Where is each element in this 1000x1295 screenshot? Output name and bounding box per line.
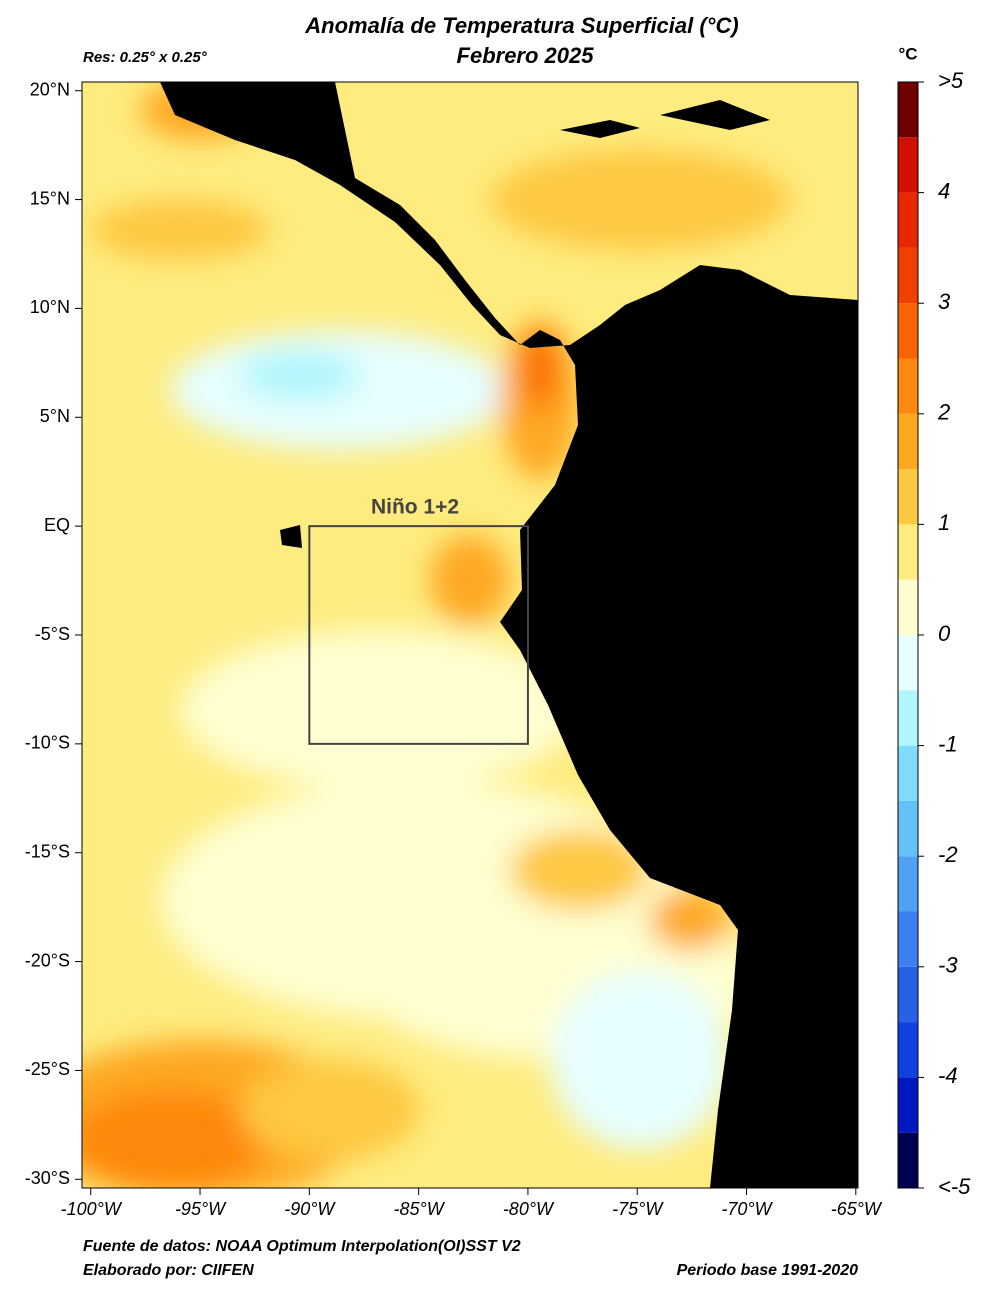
colorbar-label: 1 <box>938 510 950 535</box>
colorbar-swatch <box>898 413 918 470</box>
colorbar-label: >5 <box>938 68 964 93</box>
y-tick-label: EQ <box>44 515 70 535</box>
colorbar-swatch <box>898 247 918 304</box>
colorbar-swatch <box>898 1132 918 1188</box>
colorbar-swatch <box>898 358 918 414</box>
colorbar-swatch <box>898 1022 918 1078</box>
colorbar-label: -2 <box>938 842 958 867</box>
y-tick-label: 5°N <box>40 406 70 426</box>
credit: Elaborado por: CIIFEN <box>83 1262 254 1279</box>
colorbar-label: 2 <box>937 400 950 425</box>
y-tick-label: 20°N <box>30 79 70 99</box>
x-tick-label: -65°W <box>831 1199 883 1219</box>
x-tick-label: -85°W <box>394 1199 446 1219</box>
colorbar-swatch <box>898 800 918 857</box>
colorbar-label: 3 <box>938 289 951 314</box>
x-tick-label: -90°W <box>284 1199 336 1219</box>
anomaly-shading <box>82 82 790 1188</box>
colorbar-label: 4 <box>938 178 950 203</box>
colorbar-swatch <box>898 82 918 138</box>
colorbar-swatch <box>898 303 918 359</box>
colorbar-swatch <box>898 192 918 248</box>
colorbar-label: -1 <box>938 731 958 756</box>
resolution: Res: 0.25° x 0.25° <box>83 49 208 66</box>
y-tick-label: -10°S <box>25 733 70 753</box>
base-period: Periodo base 1991-2020 <box>677 1262 859 1279</box>
region-label: Niño 1+2 <box>371 496 459 519</box>
colorbar-swatch <box>898 469 918 525</box>
y-tick-label: -20°S <box>25 950 70 970</box>
colorbar-swatch <box>898 690 918 746</box>
colorbar-label: -3 <box>938 953 958 978</box>
colorbar-swatch <box>898 635 918 691</box>
title: Anomalía de Temperatura Superficial (°C) <box>304 13 738 38</box>
colorbar-swatch <box>898 1077 918 1133</box>
colorbar-swatch <box>898 856 918 912</box>
subtitle: Febrero 2025 <box>457 43 595 68</box>
colorbar-label: <-5 <box>938 1174 971 1199</box>
x-tick-label: -80°W <box>503 1199 555 1219</box>
y-tick-label: 10°N <box>30 297 70 317</box>
colorbar-swatch <box>898 745 918 801</box>
colorbar-swatch <box>898 966 918 1023</box>
y-tick-label: 15°N <box>30 188 70 208</box>
colorbar-label: -4 <box>938 1063 958 1088</box>
x-tick-label: -100°W <box>61 1199 123 1219</box>
land <box>82 82 858 1188</box>
region-box <box>308 525 529 745</box>
colorbar-swatch <box>898 524 918 580</box>
colorbar-unit: °C <box>898 44 917 63</box>
y-tick-label: -25°S <box>25 1059 70 1079</box>
y-tick-label: -15°S <box>25 841 70 861</box>
x-tick-label: -70°W <box>721 1199 773 1219</box>
y-tick-label: -30°S <box>25 1168 70 1188</box>
colorbar-swatch <box>898 137 918 193</box>
x-tick-label: -75°W <box>612 1199 664 1219</box>
colorbar-swatch <box>898 579 918 635</box>
source: Fuente de datos: NOAA Optimum Interpolat… <box>83 1238 521 1255</box>
map-field <box>82 82 858 1188</box>
y-tick-label: -5°S <box>35 624 70 644</box>
x-tick-label: -95°W <box>175 1199 227 1219</box>
colorbar-swatch <box>898 911 918 967</box>
colorbar-label: 0 <box>938 621 951 646</box>
